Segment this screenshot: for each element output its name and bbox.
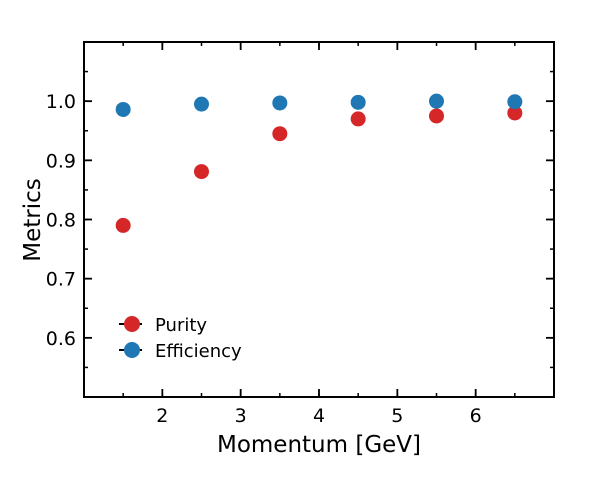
data-point-purity (115, 217, 131, 233)
x-tick-label: 3 (235, 405, 247, 427)
data-point-efficiency (507, 94, 523, 110)
x-tick-label: 4 (313, 405, 325, 427)
y-tick-label: 1.0 (46, 91, 76, 113)
data-point-purity (507, 105, 523, 121)
points-layer (115, 93, 523, 233)
y-tick-label: 0.9 (46, 150, 76, 172)
y-tick-label: 0.6 (46, 328, 76, 350)
data-point-purity (194, 164, 209, 180)
legend: Purity Efficiency (119, 315, 242, 362)
y-axis-title: Metrics (20, 178, 46, 262)
x-tick-label: 5 (391, 405, 403, 427)
legend-entry-efficiency: Efficiency (119, 341, 242, 362)
data-point-efficiency (272, 95, 288, 111)
data-point-purity (350, 111, 366, 127)
y-tick-label: 0.8 (46, 210, 76, 232)
legend-marker-efficiency (124, 342, 140, 358)
data-point-efficiency (115, 101, 131, 117)
x-tick-label: 2 (156, 405, 168, 427)
legend-marker-purity (124, 316, 140, 332)
y-tick-label: 0.7 (46, 269, 76, 291)
x-tick-label: 6 (470, 405, 482, 427)
x-axis-title: Momentum [GeV] (217, 432, 421, 458)
data-point-efficiency (194, 96, 209, 112)
plot-frame (83, 41, 555, 398)
data-point-purity (272, 126, 288, 142)
data-point-efficiency (429, 93, 444, 109)
data-point-purity (429, 108, 444, 124)
ticks-layer: 2 3 4 5 6 0.6 0.7 0.8 0.9 1.0 (46, 42, 554, 427)
legend-label-efficiency: Efficiency (155, 341, 242, 362)
legend-label-purity: Purity (155, 315, 207, 336)
legend-entry-purity: Purity (119, 315, 207, 336)
data-point-efficiency (350, 94, 366, 110)
